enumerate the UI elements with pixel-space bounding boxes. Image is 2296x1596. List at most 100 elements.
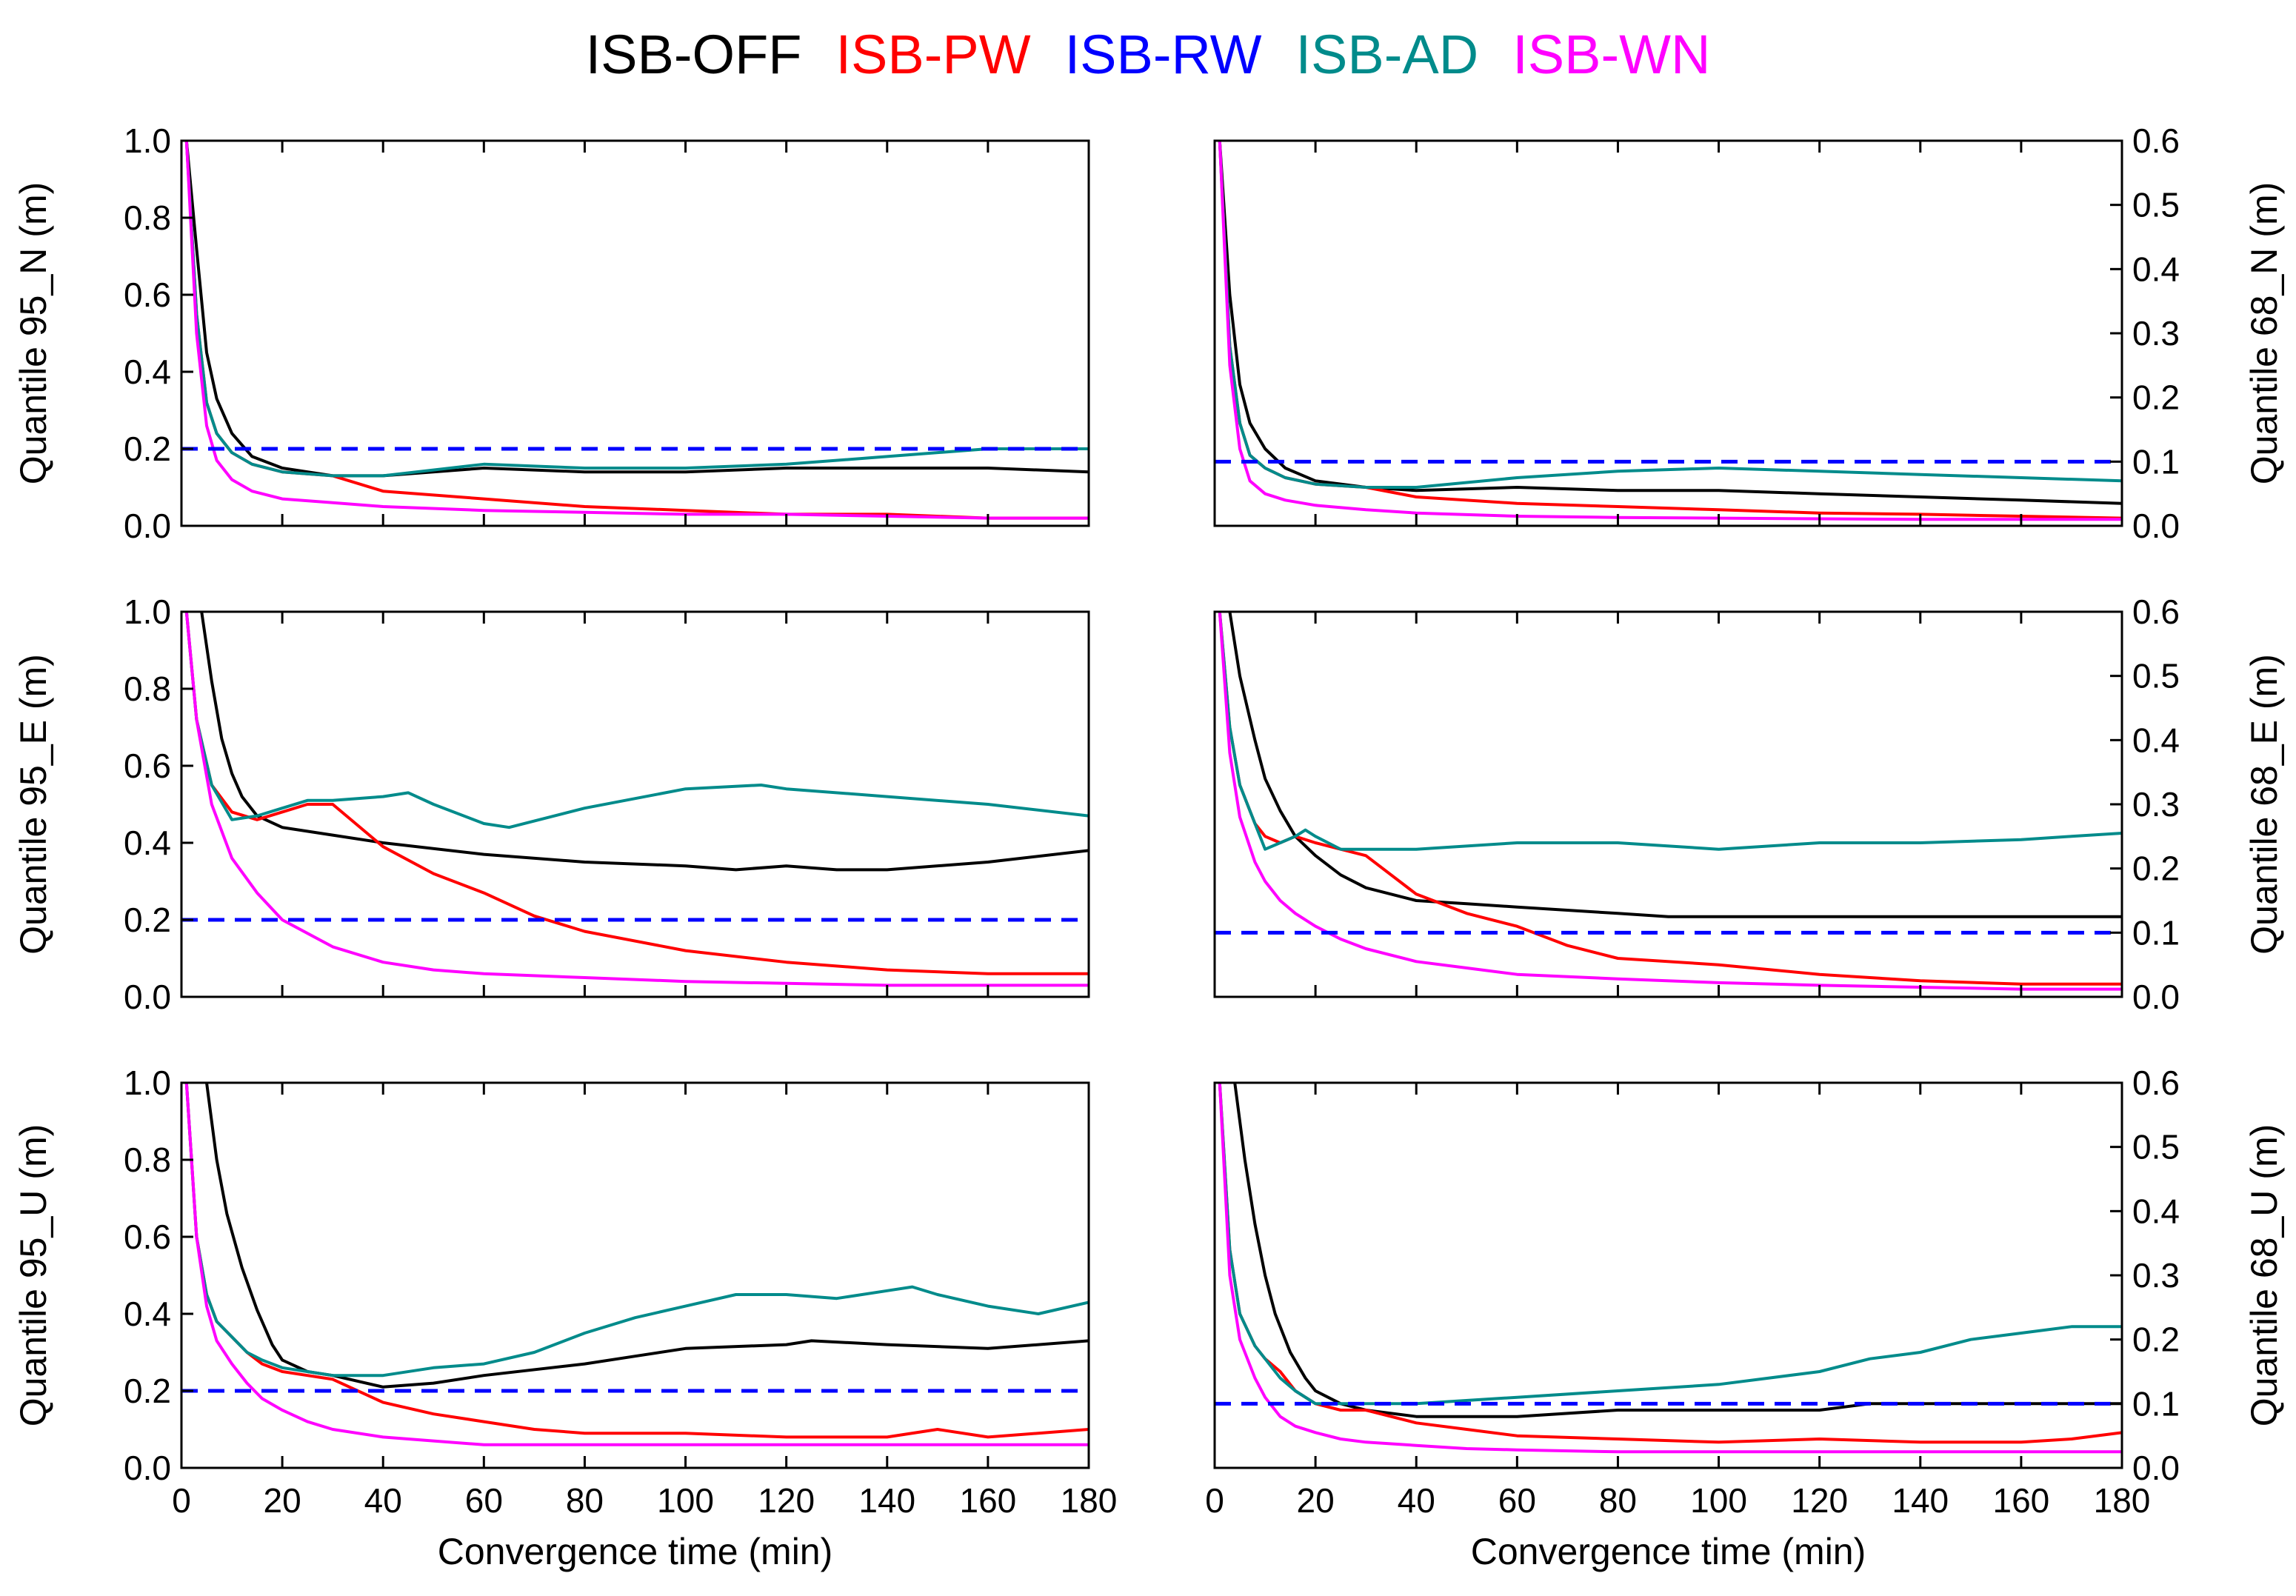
plot-frame	[180, 1081, 1090, 1469]
plot-frame	[180, 139, 1090, 527]
legend-item-isb-ad: ISB-AD	[1295, 23, 1479, 85]
legend: ISB-OFF ISB-PW ISB-RW ISB-AD ISB-WN	[0, 13, 2296, 95]
y-tick-label: 0.4	[124, 353, 171, 391]
x-tick-label: 140	[858, 1481, 915, 1520]
y-tick-label: 0.1	[2132, 442, 2180, 481]
y-axis-label: Quantile 68_E (m)	[2243, 654, 2285, 955]
y-tick-label: 0.4	[2132, 250, 2180, 288]
series-line-isb-ad	[1218, 1083, 2122, 1406]
legend-item-isb-wn: ISB-WN	[1512, 23, 1711, 85]
x-tick-label: 20	[1297, 1481, 1335, 1520]
panel-q95N: 0.0 0.2 0.4 0.6 0.8 1.0 Quantile 95_N (m)	[13, 121, 1090, 545]
series-line-isb-off	[184, 141, 1089, 478]
y-tick-label: 0.4	[2132, 1192, 2180, 1230]
series-line-isb-off	[205, 1083, 1089, 1389]
series-group	[1218, 141, 2122, 521]
series-line-isb-pw	[184, 141, 1089, 520]
panel-q95U: 0 20 40 60 80 100 120 140 160 180 0.0 0.2 0.4 0.6 0.8 1…	[13, 1064, 1117, 1572]
series-group	[1218, 1083, 2122, 1454]
plot-frame	[180, 610, 1090, 998]
y-tick-label: 0.4	[2132, 721, 2180, 759]
panel-q95E: 0.0 0.2 0.4 0.6 0.8 1.0 Quantile 95_E (m)	[13, 592, 1090, 1016]
x-tick-label: 160	[960, 1481, 1017, 1520]
x-tick-label: 40	[1398, 1481, 1435, 1520]
y-tick-label: 0.2	[124, 1372, 171, 1410]
x-tick-label: 60	[465, 1481, 503, 1520]
series-line-isb-wn	[184, 612, 1089, 987]
y-tick-label: 0.0	[124, 507, 171, 545]
y-tick-label: 0.1	[2132, 1384, 2180, 1423]
y-axis-label: Quantile 95_U (m)	[13, 1124, 54, 1427]
legend-item-isb-pw: ISB-PW	[835, 23, 1031, 85]
y-tick-label: 0.2	[2132, 378, 2180, 417]
y-tick-label: 0.6	[2132, 592, 2180, 631]
y-tick-label: 1.0	[124, 121, 171, 160]
plot-frame	[1213, 610, 2123, 998]
panel-q68N: 0.0 0.1 0.2 0.3 0.4 0.5 0.6 Quantile 68_N (m)	[1213, 121, 2285, 545]
series-line-isb-pw	[184, 1083, 1089, 1439]
series-line-isb-off	[1228, 612, 2122, 918]
y-tick-label: 0.8	[124, 198, 171, 237]
y-tick-label: 0.5	[2132, 186, 2180, 224]
series-line-isb-wn	[184, 1083, 1089, 1446]
y-tick-label: 1.0	[124, 592, 171, 631]
x-tick-label: 40	[364, 1481, 402, 1520]
x-tick-label: 180	[2094, 1481, 2151, 1520]
panel-q68E: 0.0 0.1 0.2 0.3 0.4 0.5 0.6 Quantile 68_E (m)	[1213, 592, 2285, 1016]
y-tick-label: 0.3	[2132, 785, 2180, 824]
x-tick-label: 20	[264, 1481, 301, 1520]
y-tick-label: 0.6	[124, 276, 171, 314]
series-line-isb-wn	[184, 141, 1089, 520]
series-line-isb-ad	[1218, 141, 2122, 489]
x-tick-label: 80	[566, 1481, 604, 1520]
y-tick-label: 1.0	[124, 1064, 171, 1102]
y-tick-label: 0.2	[124, 430, 171, 468]
y-tick-label: 0.0	[124, 1449, 171, 1487]
y-axis-label: Quantile 68_U (m)	[2243, 1124, 2285, 1427]
y-tick-label: 0.5	[2132, 1128, 2180, 1166]
y-axis-label: Quantile 95_E (m)	[13, 654, 54, 955]
x-tick-label: 0	[1205, 1481, 1224, 1520]
series-group	[184, 141, 1089, 520]
x-tick-label: 180	[1061, 1481, 1118, 1520]
series-line-isb-off	[1233, 1083, 2122, 1418]
x-tick-label: 120	[758, 1481, 815, 1520]
series-line-isb-off	[1218, 141, 2122, 505]
x-axis-label: Convergence time (min)	[1471, 1531, 1866, 1572]
x-tick-label: 140	[1892, 1481, 1949, 1520]
y-tick-label: 0.0	[124, 978, 171, 1016]
y-tick-label: 0.5	[2132, 657, 2180, 695]
y-tick-label: 0.4	[124, 824, 171, 862]
series-group	[184, 612, 1089, 987]
x-tick-label: 100	[657, 1481, 714, 1520]
y-tick-label: 0.6	[2132, 1064, 2180, 1102]
x-tick-label: 160	[1993, 1481, 2050, 1520]
legend-item-isb-off: ISB-OFF	[585, 23, 802, 85]
y-axis-label: Quantile 95_N (m)	[13, 182, 54, 485]
y-tick-label: 0.3	[2132, 1256, 2180, 1295]
x-tick-label: 100	[1690, 1481, 1747, 1520]
y-tick-label: 0.3	[2132, 314, 2180, 353]
y-tick-label: 0.8	[124, 670, 171, 708]
series-line-isb-pw	[1218, 612, 2122, 986]
y-tick-label: 0.1	[2132, 913, 2180, 952]
series-line-isb-wn	[1218, 1083, 2122, 1454]
y-tick-label: 0.2	[124, 901, 171, 939]
y-tick-label: 0.0	[2132, 1449, 2180, 1487]
series-group	[184, 1083, 1089, 1446]
series-line-isb-ad	[1218, 612, 2122, 851]
series-line-isb-ad	[184, 612, 1089, 829]
y-axis-label: Quantile 68_N (m)	[2243, 182, 2285, 485]
series-line-isb-ad	[184, 1083, 1089, 1378]
x-tick-label: 0	[172, 1481, 191, 1520]
x-tick-label: 60	[1498, 1481, 1536, 1520]
x-tick-label: 120	[1791, 1481, 1848, 1520]
y-tick-label: 0.6	[124, 747, 171, 785]
y-tick-label: 0.2	[2132, 849, 2180, 888]
y-tick-label: 0.0	[2132, 507, 2180, 545]
y-tick-label: 0.4	[124, 1295, 171, 1333]
legend-item-isb-rw: ISB-RW	[1064, 23, 1262, 85]
y-tick-label: 0.2	[2132, 1320, 2180, 1359]
series-line-isb-ad	[184, 141, 1089, 478]
